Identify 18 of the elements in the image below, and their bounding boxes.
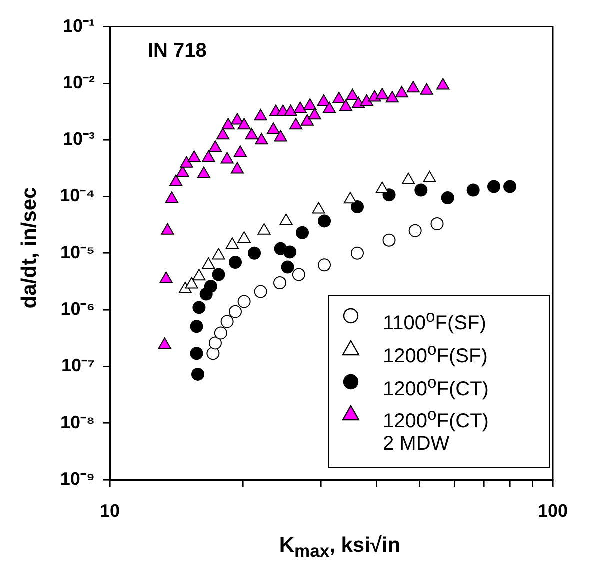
y-tick-label: 10⁻⁵: [60, 242, 95, 262]
legend-label: 1100$^{o}$F(SF): [383, 306, 486, 336]
legend-label: 1200$^{o}$F(CT) 2 MDW: [383, 404, 489, 455]
annotation: IN 718: [148, 40, 207, 62]
legend-label: 1200$^{o}$F(CT): [383, 372, 489, 400]
y-tick-label: 10⁻³: [62, 129, 96, 150]
y-tick-label: 10⁻⁶: [60, 299, 95, 320]
y-tick-label: 10⁻⁸: [60, 412, 95, 432]
y-tick-label: 10⁻⁷: [62, 356, 95, 376]
y-tick-label: 10⁻²: [62, 72, 96, 92]
x-tick-label: 100: [538, 500, 568, 521]
x-tick-label: 10: [100, 500, 120, 521]
y-tick-label: 10⁻⁴: [60, 186, 95, 206]
legend-label: 1200$^{o}$F(SF): [383, 339, 488, 368]
x-axis-title: K$_{max}$, ksi√in: [279, 534, 401, 562]
y-tick-label: 10⁻¹: [62, 16, 96, 36]
y-axis-title: da/dt, in/sec: [18, 187, 42, 308]
y-tick-label: 10⁻⁹: [60, 468, 95, 489]
